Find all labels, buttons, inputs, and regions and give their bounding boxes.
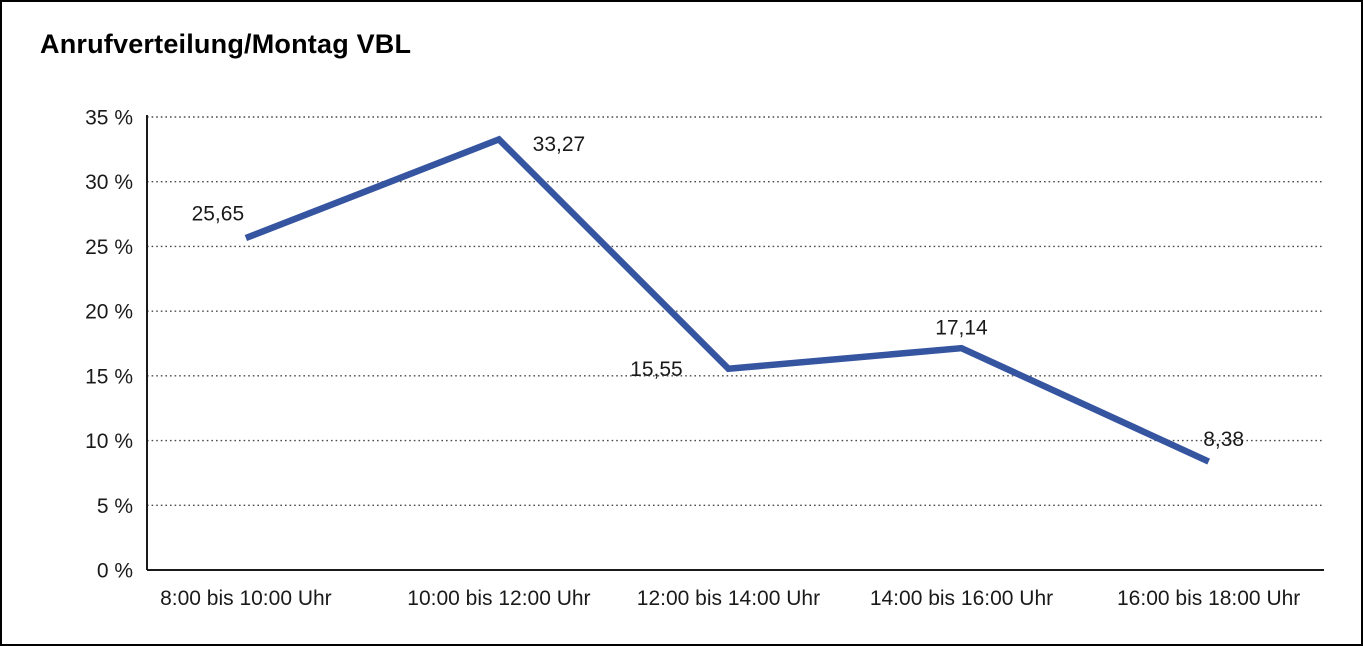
data-point-label: 15,55 [630, 358, 683, 381]
y-axis-tick-label: 20 % [85, 301, 133, 324]
data-point-label: 25,65 [192, 203, 245, 226]
y-axis-tick-label: 10 % [85, 430, 133, 453]
y-axis-tick-label: 25 % [85, 236, 133, 259]
x-axis-tick-label: 14:00 bis 16:00 Uhr [870, 587, 1053, 610]
x-axis-tick-label: 8:00 bis 10:00 Uhr [160, 587, 332, 610]
y-axis-tick-label: 0 % [97, 560, 133, 583]
data-point-label: 8,38 [1203, 428, 1244, 451]
y-axis-tick-label: 35 % [85, 107, 133, 130]
x-axis-tick-label: 10:00 bis 12:00 Uhr [407, 587, 590, 610]
x-axis-tick-label: 16:00 bis 18:00 Uhr [1117, 587, 1300, 610]
data-point-label: 33,27 [533, 133, 586, 156]
y-axis-tick-label: 15 % [85, 365, 133, 388]
y-axis-tick-label: 5 % [97, 495, 133, 518]
y-axis-tick-label: 30 % [85, 171, 133, 194]
series-line [244, 135, 1211, 465]
x-axis-tick-label: 12:00 bis 14:00 Uhr [637, 587, 820, 610]
chart-title: Anrufverteilung/Montag VBL [40, 29, 412, 59]
data-point-label: 17,14 [935, 317, 988, 340]
